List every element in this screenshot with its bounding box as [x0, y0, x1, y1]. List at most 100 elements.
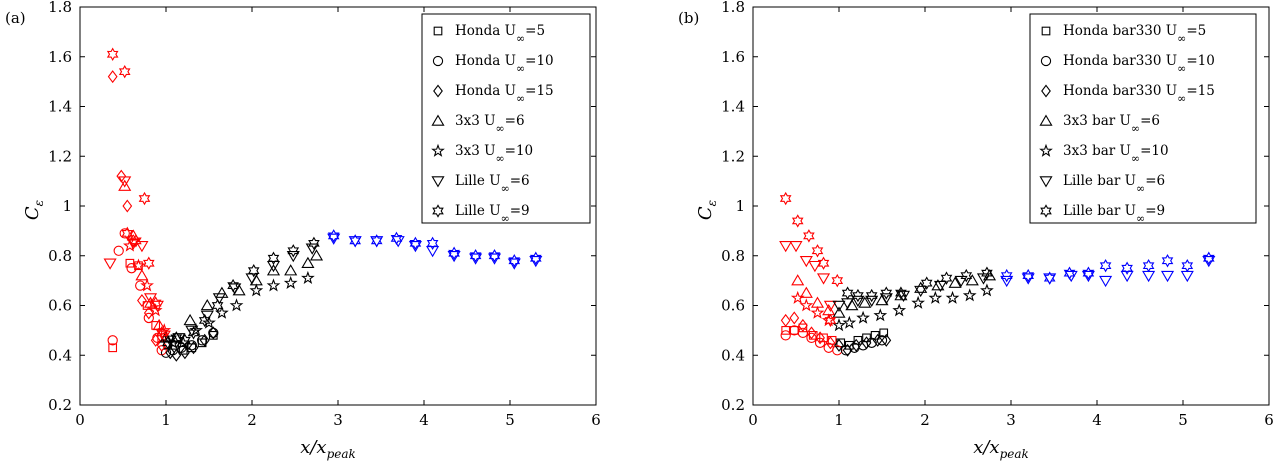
- data-point: [933, 280, 948, 293]
- data-point: [308, 236, 320, 251]
- data-point: [789, 326, 799, 335]
- data-point: [208, 327, 219, 339]
- panel-label: (b): [678, 9, 699, 27]
- data-point: [227, 278, 239, 293]
- data-point: [116, 169, 127, 183]
- data-point: [286, 251, 300, 263]
- data-point: [832, 345, 843, 356]
- data-point: [841, 286, 854, 300]
- legend-marker: [433, 84, 443, 98]
- data-point: [305, 243, 319, 255]
- data-point: [914, 281, 928, 293]
- legend: Honda bar330 U∞=5 Honda bar330 U∞=10 Honda…: [1029, 13, 1257, 225]
- data-point: [143, 293, 158, 305]
- data-point: [790, 290, 805, 304]
- data-point: [215, 286, 229, 298]
- data-point: [138, 191, 151, 206]
- data-point: [390, 231, 403, 246]
- x-tick-label: 3: [333, 411, 343, 429]
- x-tick-label: 3: [1006, 411, 1016, 429]
- data-point: [266, 278, 281, 292]
- data-point: [806, 326, 817, 340]
- legend-marker: [1039, 143, 1053, 157]
- data-point: [157, 323, 172, 337]
- data-point: [529, 251, 542, 265]
- data-point: [170, 331, 183, 345]
- y-axis-label: Cε: [695, 200, 719, 220]
- data-point: [180, 346, 190, 360]
- data-point: [779, 191, 792, 206]
- data-point: [199, 333, 210, 347]
- data-point: [196, 335, 208, 346]
- data-point: [309, 249, 324, 261]
- data-point: [229, 298, 244, 312]
- data-point: [1043, 273, 1057, 285]
- data-point: [816, 273, 831, 285]
- data-point: [267, 251, 280, 265]
- series-5: [779, 241, 1216, 312]
- data-point: [187, 326, 200, 340]
- data-point: [215, 305, 229, 319]
- legend-entry-label: Lille U∞=9: [455, 203, 530, 225]
- data-point: [143, 306, 154, 320]
- data-point: [824, 313, 837, 328]
- data-point: [780, 330, 791, 341]
- data-point: [122, 199, 133, 213]
- x-tick-label: 0: [748, 411, 758, 429]
- y-tick-label: 0.6: [721, 297, 745, 315]
- data-point: [150, 333, 161, 347]
- data-point: [780, 313, 791, 327]
- data-point: [1022, 268, 1035, 283]
- legend-marker: [433, 26, 443, 36]
- data-point: [118, 64, 131, 79]
- data-point: [165, 346, 176, 360]
- data-point: [811, 244, 824, 258]
- data-point: [370, 236, 384, 248]
- data-point: [928, 290, 943, 304]
- data-point: [1082, 266, 1095, 280]
- data-point: [831, 273, 844, 288]
- data-point: [948, 276, 962, 288]
- data-point: [179, 333, 191, 348]
- data-point: [914, 285, 928, 298]
- data-point: [327, 229, 340, 243]
- y-tick-label: 0.2: [721, 396, 745, 414]
- data-point: [842, 315, 857, 329]
- data-point: [121, 226, 134, 241]
- data-point: [349, 234, 362, 248]
- data-point: [940, 271, 953, 285]
- data-point: [832, 300, 846, 312]
- data-point: [287, 244, 300, 258]
- data-point: [842, 343, 853, 357]
- series-6: [106, 47, 542, 350]
- x-tick-label: 5: [505, 411, 515, 429]
- x-tick-label: 1: [834, 411, 844, 429]
- data-point: [247, 263, 260, 278]
- data-point: [143, 312, 154, 324]
- legend-box: [1029, 13, 1257, 224]
- data-point: [119, 228, 130, 239]
- data-point: [188, 341, 199, 355]
- data-point: [409, 236, 422, 251]
- data-point: [980, 283, 994, 297]
- data-point: [1000, 275, 1014, 288]
- data-point: [301, 256, 315, 268]
- data-point: [834, 338, 844, 352]
- data-point: [211, 298, 224, 313]
- data-point: [108, 343, 118, 353]
- legend: Honda U∞=5 Honda U∞=10 Honda U∞=15 3x3 U∞=6…: [421, 13, 591, 225]
- legend-marker: [432, 204, 444, 218]
- legend-entry-label: Honda bar330 U∞=15: [1063, 83, 1215, 105]
- data-point: [1142, 258, 1155, 273]
- x-tick-label: 0: [75, 411, 85, 429]
- data-point: [814, 337, 826, 348]
- legend-entry-label: Lille bar U∞=6: [1063, 173, 1165, 195]
- y-tick-label: 1.4: [48, 98, 72, 116]
- data-point: [1121, 261, 1133, 275]
- data-point: [1160, 270, 1175, 283]
- data-point: [872, 333, 883, 347]
- data-point: [155, 326, 168, 340]
- chart-panel-b: (b) 0 1 2 3 4 5 6 0.2 0.4 0.6 0.8 1 1.2 1.4 1.6 1.8 x/xpe…: [678, 0, 1274, 461]
- data-point: [159, 331, 173, 343]
- legend-marker: [1039, 114, 1053, 126]
